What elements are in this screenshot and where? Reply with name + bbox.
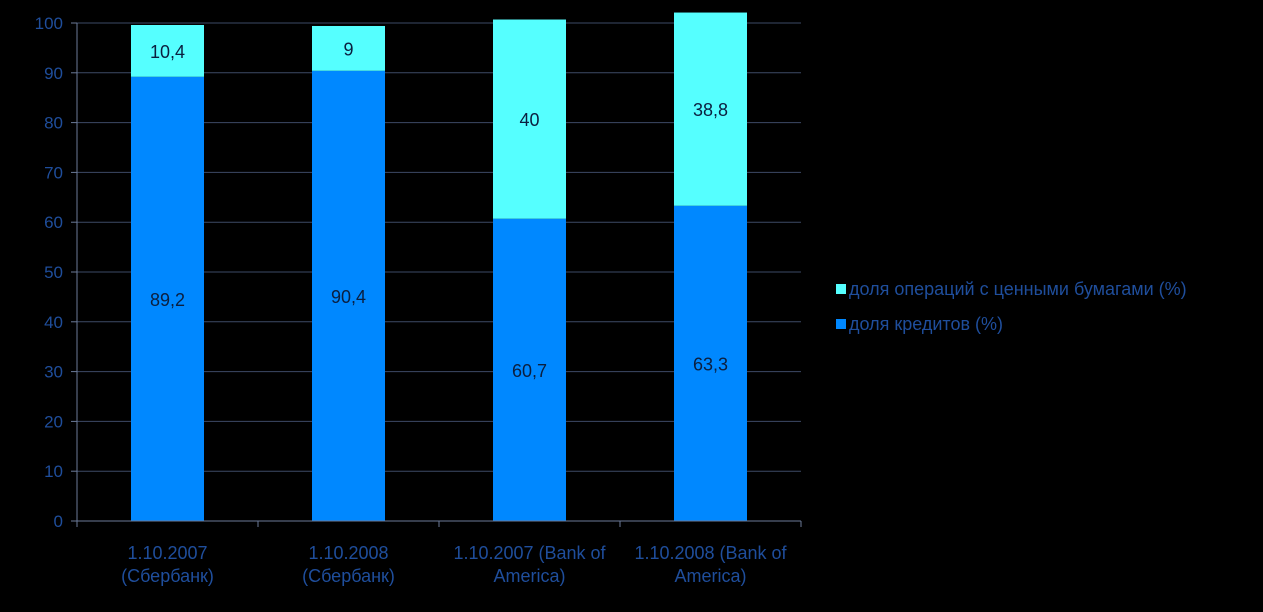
axes: 0 10 20 30 40 50 60 70 80 90 100 1.10.2007 (Сбербанк… [35,14,802,586]
y-tick-label: 20 [44,412,63,431]
legend-swatch [836,319,846,329]
x-category-label: America) [493,566,565,586]
x-category-label: 1.10.2008 [308,543,388,563]
y-tick-label: 40 [44,313,63,332]
x-category-label: 1.10.2007 [127,543,207,563]
y-tick-label: 60 [44,213,63,232]
bar-segment [131,76,204,521]
data-label: 40 [519,110,539,130]
bar-segment [493,19,566,219]
bar-segment [131,24,204,77]
data-label: 38,8 [693,100,728,120]
data-labels: 89,2 10,4 90,4 9 60,7 40 63,3 38,8 [150,39,728,380]
y-tick-label: 70 [44,163,63,182]
bar-segment [674,12,747,206]
x-category-label: (Сбербанк) [121,566,214,586]
data-label: 89,2 [150,290,185,310]
x-category-label: 1.10.2008 (Bank of [634,543,787,563]
x-category-label: (Сбербанк) [302,566,395,586]
y-tick-label: 0 [54,512,63,531]
bar-segment [674,205,747,522]
data-label: 63,3 [693,354,728,374]
y-tick-label: 50 [44,263,63,282]
y-tick-label: 80 [44,114,63,133]
data-label: 90,4 [331,287,366,307]
bar-segment [312,70,385,522]
y-tick-label: 90 [44,64,63,83]
y-tick-label: 10 [44,462,63,481]
data-label: 60,7 [512,361,547,381]
x-category-label: 1.10.2007 (Bank of [453,543,606,563]
bar-segment [312,25,385,71]
legend-swatch [836,284,846,294]
legend-label: доля кредитов (%) [849,314,1003,334]
bars [131,12,747,522]
y-tick-label: 100 [35,14,63,33]
legend-label: доля операций с ценными бумагами (%) [849,279,1187,299]
data-label: 10,4 [150,42,185,62]
legend: доля операций с ценными бумагами (%) доля… [836,279,1187,334]
y-tick-label: 30 [44,363,63,382]
x-category-label: America) [674,566,746,586]
data-label: 9 [343,39,353,59]
bar-segment [493,218,566,522]
